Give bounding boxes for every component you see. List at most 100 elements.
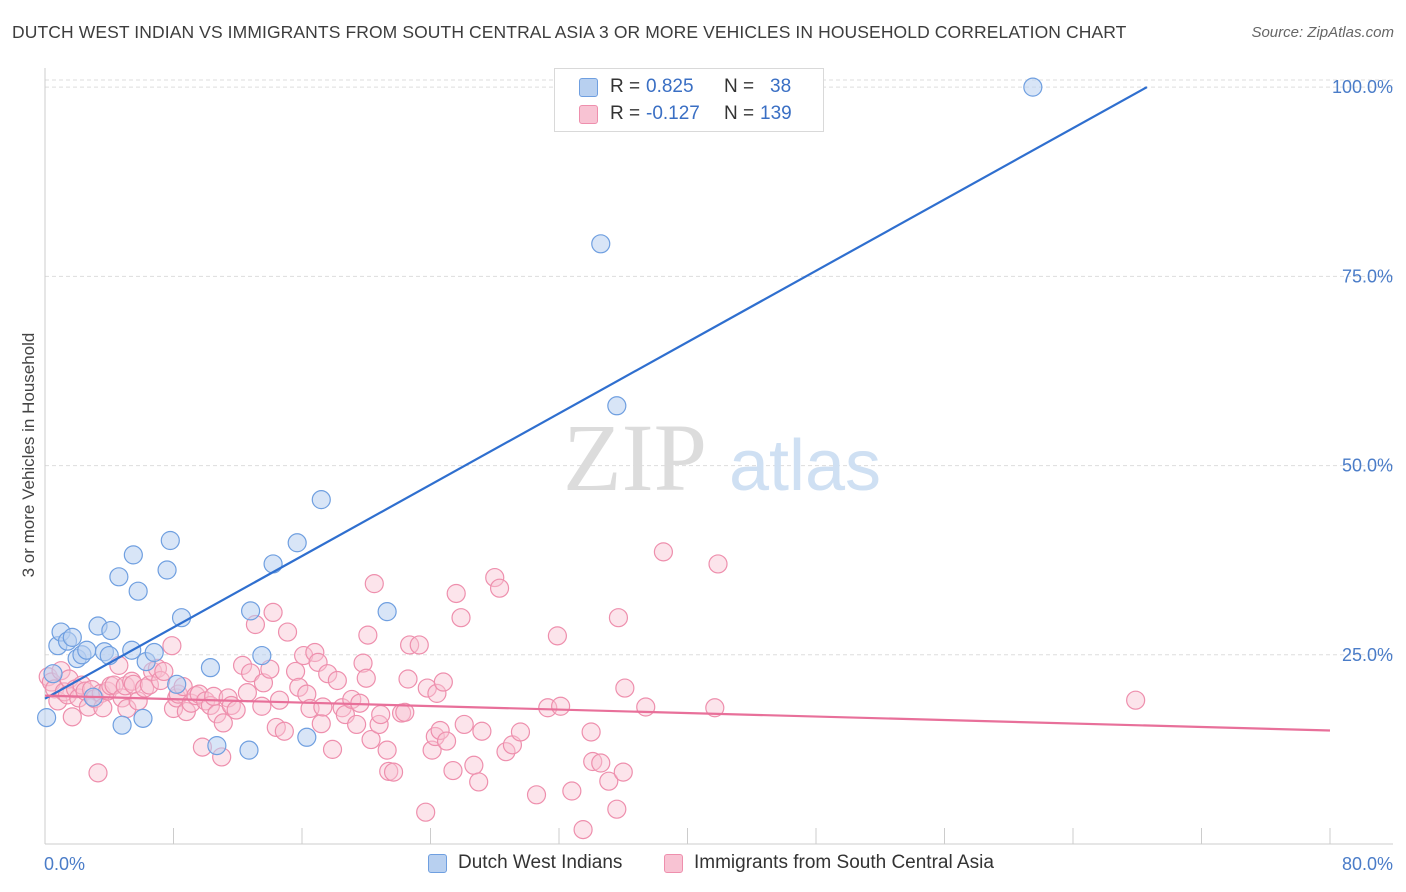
blue-point — [287, 533, 307, 553]
stats-legend: R = 0.825 N = 38 R = -0.127 N = 139 — [554, 68, 824, 132]
blue-point — [43, 664, 63, 684]
pink-point — [285, 661, 306, 682]
pink-point — [581, 722, 601, 742]
pink-point — [451, 608, 471, 628]
legend-n-value: 139 — [760, 103, 792, 124]
pink-point — [377, 740, 397, 760]
legend-swatch-blue — [579, 77, 598, 97]
pink-point — [313, 697, 333, 717]
pink-point — [433, 672, 453, 692]
blue-point — [311, 490, 331, 510]
pink-trendline — [44, 694, 1331, 732]
pink-point — [436, 731, 457, 751]
pink-point — [274, 721, 294, 741]
series-legend: Dutch West Indians Immigrants from South… — [0, 852, 1406, 878]
blue-point — [77, 640, 97, 660]
blue-point — [591, 234, 611, 254]
pink-point — [364, 574, 384, 594]
pink-point — [427, 683, 447, 703]
pink-point — [562, 781, 582, 801]
pink-point — [416, 802, 436, 822]
legend-n-label: N = — [724, 103, 755, 124]
blue-point — [109, 567, 129, 587]
pink-point — [409, 635, 429, 655]
legend-n-value: 38 — [770, 76, 792, 97]
blue-point — [200, 658, 221, 678]
pink-point — [277, 622, 298, 642]
pink-point — [613, 762, 633, 782]
blue-point — [133, 708, 153, 728]
blue-point — [297, 727, 317, 747]
x-tick-label-max: 80.0% — [1342, 854, 1393, 874]
blue-point — [377, 602, 397, 622]
pink-point — [226, 700, 246, 720]
pink-point — [353, 653, 373, 673]
blue-point — [101, 620, 121, 641]
pink-series-points — [38, 542, 1146, 840]
blue-point — [263, 554, 283, 574]
pink-point — [485, 567, 505, 588]
legend-label: Dutch West Indians — [458, 852, 623, 873]
pink-point — [327, 670, 347, 691]
blue-point — [160, 530, 180, 551]
pink-point — [398, 669, 418, 689]
pink-point — [241, 663, 261, 683]
blue-point — [144, 642, 164, 663]
pink-point — [708, 554, 728, 574]
pink-point — [636, 697, 656, 717]
pink-point — [653, 542, 674, 562]
legend-label: Immigrants from South Central Asia — [694, 852, 994, 873]
blue-point — [37, 708, 57, 728]
pink-point — [252, 696, 272, 716]
legend-row-pink: R = -0.127 N = 139 — [579, 102, 792, 126]
pink-point — [395, 702, 415, 722]
legend-r-label: R = — [610, 103, 641, 124]
pink-point — [607, 799, 627, 819]
pink-point — [705, 698, 725, 718]
pink-point — [608, 608, 629, 628]
pink-point — [311, 714, 331, 734]
pink-point — [615, 678, 635, 698]
pink-point — [213, 713, 233, 733]
y-tick-label: 100.0% — [1332, 77, 1393, 97]
legend-r-value: -0.127 — [646, 103, 700, 124]
pink-point — [489, 578, 510, 598]
pink-point — [154, 661, 174, 682]
pink-point — [361, 729, 381, 750]
legend-n-label: N = — [724, 76, 755, 97]
pink-point — [547, 626, 567, 646]
blue-point — [241, 601, 261, 621]
watermark-zip: ZIP — [563, 404, 707, 511]
tick-labels: 25.0% 50.0% 75.0% 100.0% 0.0% 80.0% — [44, 77, 1393, 874]
pink-point — [162, 636, 182, 656]
blue-point — [1023, 77, 1043, 97]
watermark: ZIP atlas — [563, 404, 881, 511]
pink-point — [347, 714, 367, 735]
pink-point — [583, 751, 603, 772]
pink-point — [469, 772, 489, 792]
pink-point — [443, 760, 463, 781]
legend-item-south-central-asia: Immigrants from South Central Asia — [664, 852, 994, 874]
pink-point — [62, 707, 82, 727]
pink-point — [269, 690, 290, 710]
pink-point — [318, 664, 338, 684]
pink-point — [573, 820, 593, 840]
pink-point — [289, 677, 309, 697]
pink-point — [599, 771, 619, 791]
legend-r-label: R = — [610, 76, 641, 97]
blue-point — [128, 581, 148, 601]
pink-point — [446, 583, 466, 604]
trendlines — [44, 86, 1331, 732]
blue-trendline — [44, 86, 1148, 700]
blue-point — [207, 736, 227, 756]
blue-point — [239, 740, 259, 760]
chart-source: Source: ZipAtlas.com — [1251, 24, 1394, 41]
y-tick-label: 50.0% — [1342, 456, 1393, 476]
pink-point — [358, 625, 378, 645]
y-tick-label: 75.0% — [1342, 266, 1393, 286]
pink-point — [232, 655, 253, 675]
pink-point — [430, 720, 450, 741]
pink-point — [454, 714, 474, 735]
pink-point — [464, 755, 484, 775]
